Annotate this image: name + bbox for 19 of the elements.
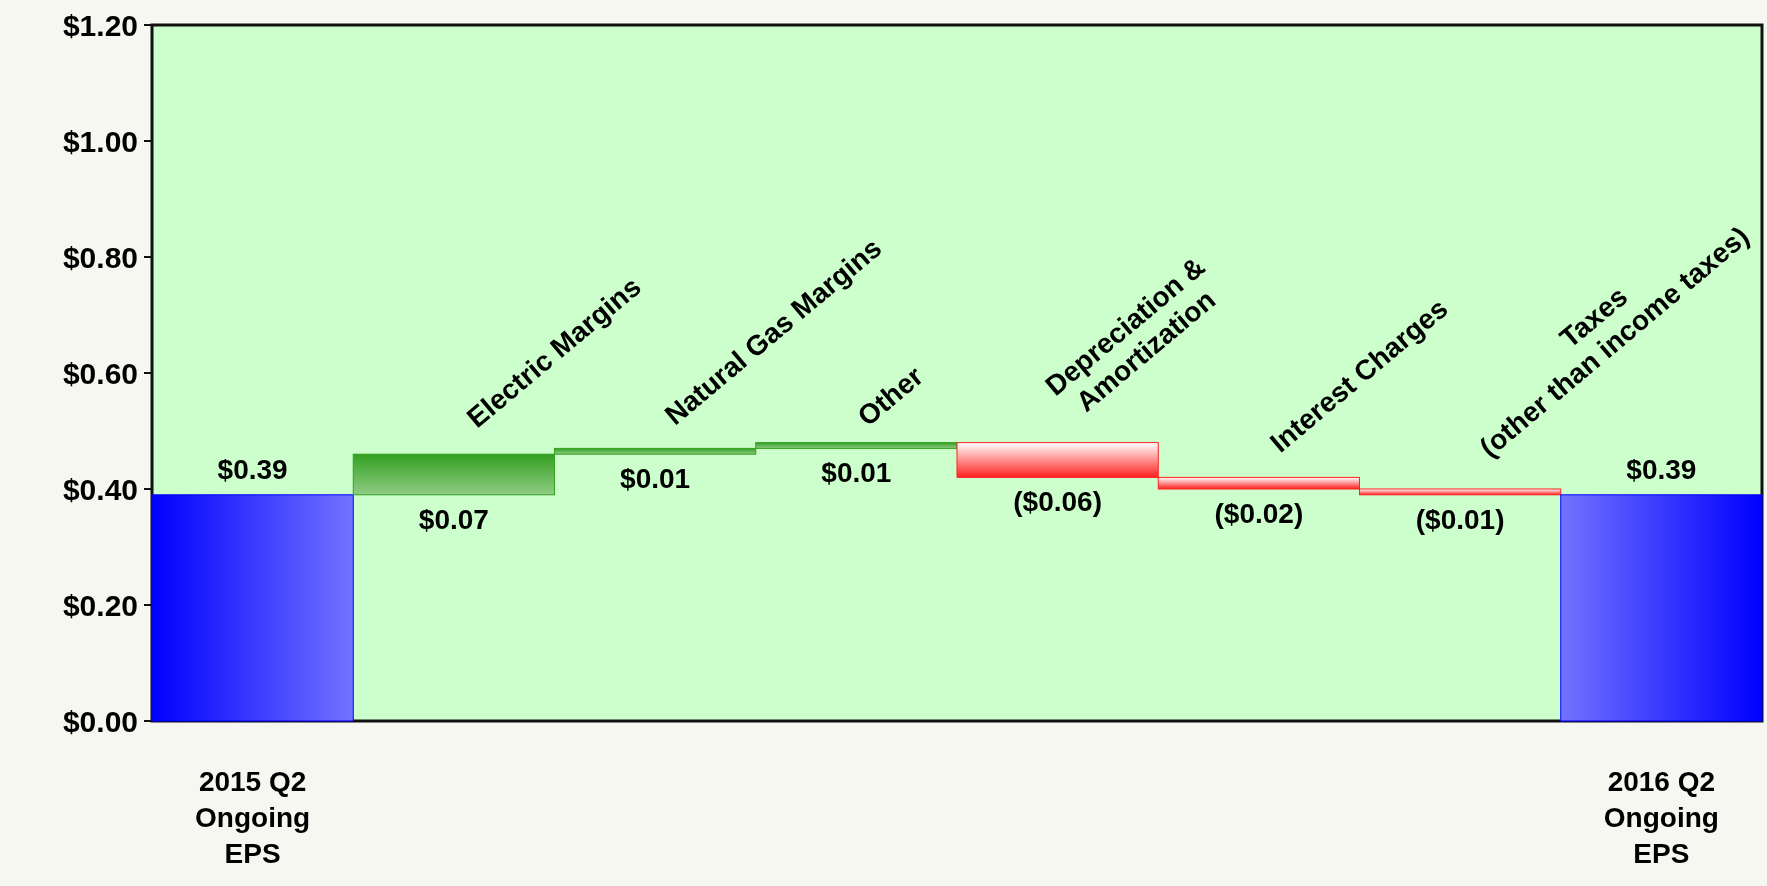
data-label: ($0.01) <box>1415 503 1505 535</box>
y-tick-label: $0.00 <box>62 704 138 738</box>
x-tick-label: 2016 Q2 Ongoing EPS <box>1603 766 1719 869</box>
data-label: $0.39 <box>1626 453 1697 485</box>
y-tick-label: $0.60 <box>62 356 138 390</box>
data-label: $0.01 <box>620 463 691 495</box>
x-tick-label: 2015 Q2 Ongoing EPS <box>195 766 311 869</box>
data-label: ($0.02) <box>1214 498 1304 529</box>
bar <box>1560 494 1763 722</box>
y-tick-label: $0.40 <box>62 472 138 506</box>
data-label: $0.01 <box>821 457 892 489</box>
y-tick-label: $1.20 <box>62 8 138 42</box>
y-tick-label: $0.80 <box>62 240 138 274</box>
data-label: $0.07 <box>418 503 489 535</box>
data-label: $0.39 <box>217 453 288 485</box>
y-tick-label: $1.00 <box>62 124 138 158</box>
y-tick-label: $0.20 <box>62 588 138 622</box>
bar <box>151 494 354 722</box>
data-label: ($0.06) <box>1013 486 1102 518</box>
